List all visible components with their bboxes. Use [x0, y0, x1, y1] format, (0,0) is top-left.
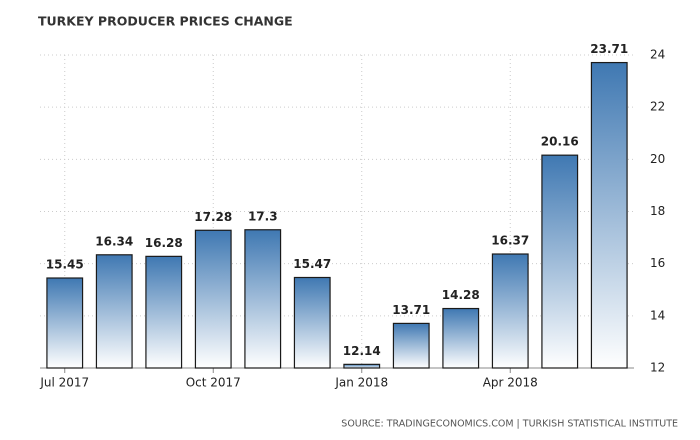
y-tick-label: 20 — [650, 152, 665, 166]
x-tick-label: Apr 2018 — [483, 376, 538, 390]
y-tick-label: 22 — [650, 100, 665, 114]
bar — [293, 276, 331, 369]
value-label: 15.45 — [46, 258, 84, 272]
bar — [541, 154, 579, 369]
y-tick-label: 24 — [650, 48, 665, 62]
bar — [392, 322, 430, 369]
bar — [46, 277, 84, 369]
bar — [491, 253, 529, 369]
source: SOURCE: TRADINGECONOMICS.COM | TURKISH S… — [341, 419, 678, 430]
bar — [244, 229, 282, 369]
value-label: 15.47 — [293, 257, 331, 271]
value-label: 16.34 — [95, 234, 133, 248]
bar — [95, 254, 133, 369]
value-label: 17.3 — [248, 209, 278, 223]
value-label: 17.28 — [194, 210, 232, 224]
y-tick-label: 12 — [650, 361, 665, 375]
y-tick-label: 14 — [650, 308, 665, 322]
value-label: 16.28 — [145, 236, 183, 250]
value-label: 13.71 — [392, 303, 430, 317]
chart-title: TURKEY PRODUCER PRICES CHANGE — [38, 14, 293, 29]
x-tick-label: Jul 2017 — [39, 376, 89, 390]
x-tick-label: Jan 2018 — [334, 376, 388, 390]
bar — [442, 307, 480, 369]
value-label: 20.16 — [541, 135, 579, 149]
value-label: 14.28 — [442, 288, 480, 302]
value-label: 12.14 — [343, 344, 381, 358]
bar — [590, 61, 628, 369]
y-tick-label: 16 — [650, 256, 665, 270]
y-tick-label: 18 — [650, 204, 665, 218]
value-label: 23.71 — [590, 42, 628, 56]
bar — [343, 363, 381, 369]
x-tick-label: Oct 2017 — [186, 376, 241, 390]
value-label: 16.37 — [491, 234, 529, 248]
bar — [194, 229, 232, 369]
bar — [145, 255, 183, 369]
